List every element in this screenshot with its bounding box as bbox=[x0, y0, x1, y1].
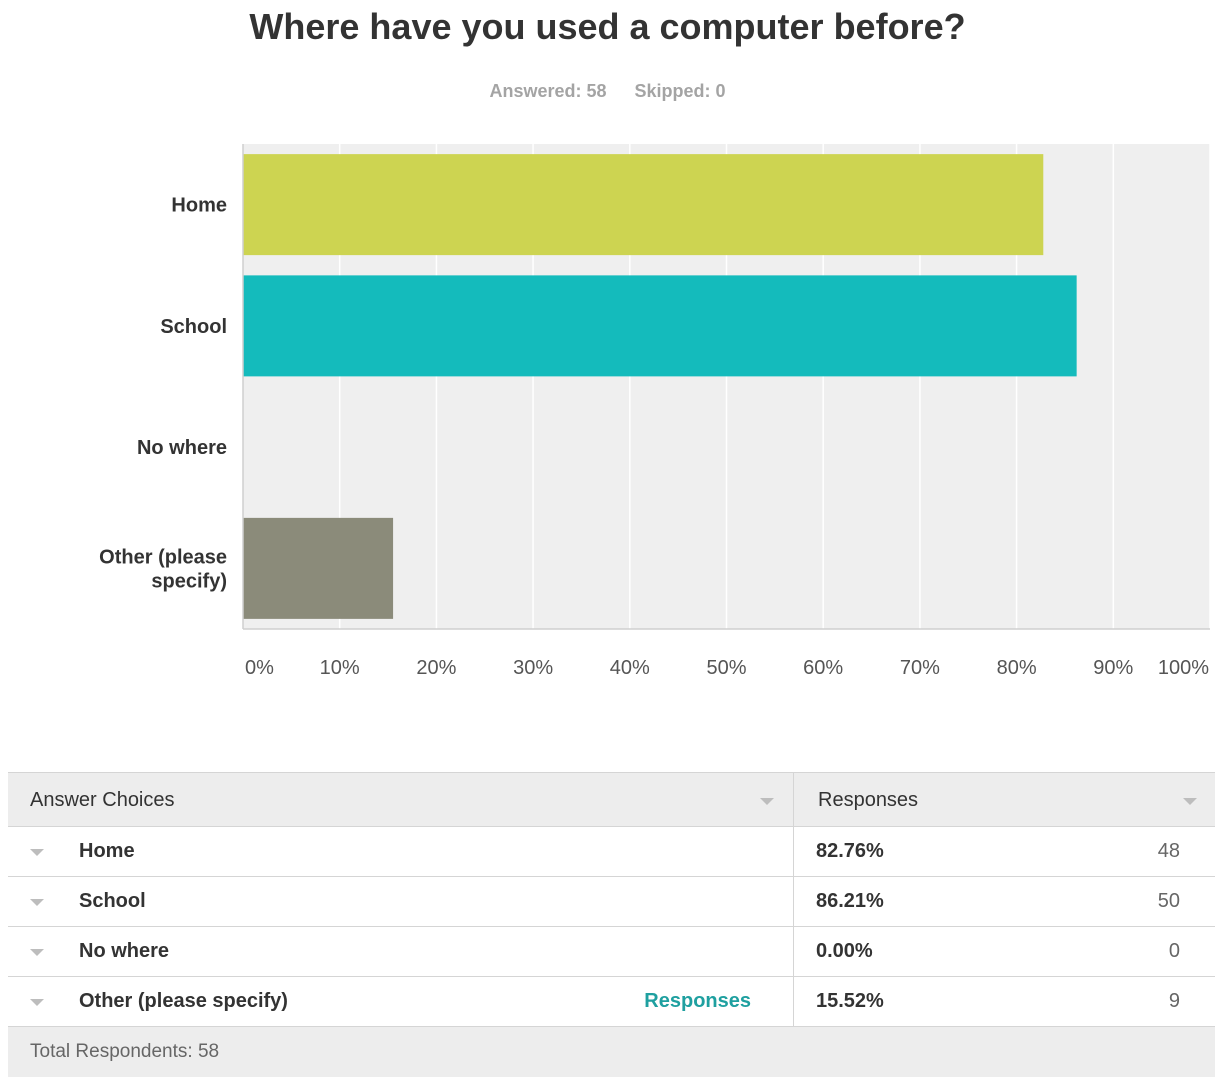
x-tick-label: 80% bbox=[997, 657, 1037, 679]
category-label: Home bbox=[171, 195, 227, 217]
sort-responses-icon[interactable] bbox=[1183, 798, 1197, 805]
table-row: Other (please specify) Responses 15.52% … bbox=[8, 977, 1215, 1027]
choice-label: No where bbox=[79, 940, 170, 962]
response-count: 9 bbox=[1168, 990, 1180, 1012]
x-tick-label: 0% bbox=[245, 657, 274, 679]
page-title: Where have you used a computer before? bbox=[249, 6, 966, 47]
table-row: No where 0.00% 0 bbox=[8, 927, 1215, 977]
response-count: 48 bbox=[1157, 840, 1180, 862]
response-stats: Answered: 58 Skipped: 0 bbox=[0, 81, 1215, 102]
response-percent: 82.76% bbox=[816, 840, 884, 862]
row-choice-cell: Other (please specify) Responses bbox=[8, 977, 794, 1026]
header-answer-choices[interactable]: Answer Choices bbox=[8, 773, 794, 826]
x-tick-label: 10% bbox=[320, 657, 360, 679]
header-answer-choices-label: Answer Choices bbox=[30, 789, 175, 811]
bar bbox=[243, 275, 1077, 377]
bar bbox=[243, 517, 394, 619]
choice-label: Home bbox=[79, 840, 135, 862]
row-choice-cell: School bbox=[8, 877, 794, 926]
choice-label: Other (please specify) bbox=[79, 990, 288, 1012]
row-choice-cell: Home bbox=[8, 827, 794, 876]
table-row: School 86.21% 50 bbox=[8, 877, 1215, 927]
response-count: 50 bbox=[1157, 890, 1180, 912]
sort-choices-icon[interactable] bbox=[760, 798, 774, 805]
expand-row-icon[interactable] bbox=[30, 999, 44, 1006]
total-respondents: Total Respondents: 58 bbox=[30, 1041, 220, 1062]
bar-chart: Home School No where Other (please specify) 0… bbox=[99, 144, 1211, 679]
x-tick-label: 30% bbox=[513, 657, 553, 679]
response-percent: 86.21% bbox=[816, 890, 884, 912]
category-label: No where bbox=[137, 437, 227, 459]
x-tick-label: 40% bbox=[610, 657, 650, 679]
response-percent: 15.52% bbox=[816, 990, 884, 1012]
table-footer: Total Respondents: 58 bbox=[8, 1027, 1215, 1077]
row-response-cell: 86.21% 50 bbox=[794, 877, 1215, 926]
row-response-cell: 82.76% 48 bbox=[794, 827, 1215, 876]
table-header: Answer Choices Responses bbox=[8, 772, 1215, 827]
bar bbox=[243, 154, 1044, 256]
x-tick-label: 60% bbox=[803, 657, 843, 679]
table-row: Home 82.76% 48 bbox=[8, 827, 1215, 877]
x-tick-label: 70% bbox=[900, 657, 940, 679]
row-response-cell: 0.00% 0 bbox=[794, 927, 1215, 976]
header-responses-label: Responses bbox=[818, 789, 919, 811]
expand-row-icon[interactable] bbox=[30, 899, 44, 906]
answered-count: Answered: 58 bbox=[489, 81, 607, 101]
skipped-count: Skipped: 0 bbox=[634, 81, 726, 101]
row-choice-cell: No where bbox=[8, 927, 794, 976]
category-label: School bbox=[160, 316, 227, 338]
response-percent: 0.00% bbox=[816, 940, 873, 962]
x-tick-label: 90% bbox=[1093, 657, 1133, 679]
expand-row-icon[interactable] bbox=[30, 849, 44, 856]
x-tick-label: 50% bbox=[706, 657, 746, 679]
row-response-cell: 15.52% 9 bbox=[794, 977, 1215, 1026]
response-count: 0 bbox=[1168, 940, 1180, 962]
responses-table: Answer Choices Responses Home 82.76% 48 … bbox=[8, 772, 1215, 1077]
expand-row-icon[interactable] bbox=[30, 949, 44, 956]
category-label: Other (please specify) bbox=[99, 546, 227, 592]
view-responses-link[interactable]: Responses bbox=[644, 990, 751, 1012]
header-responses[interactable]: Responses bbox=[794, 773, 1215, 826]
choice-label: School bbox=[79, 890, 146, 912]
x-tick-label: 20% bbox=[416, 657, 456, 679]
x-tick-label: 100% bbox=[1158, 657, 1209, 679]
